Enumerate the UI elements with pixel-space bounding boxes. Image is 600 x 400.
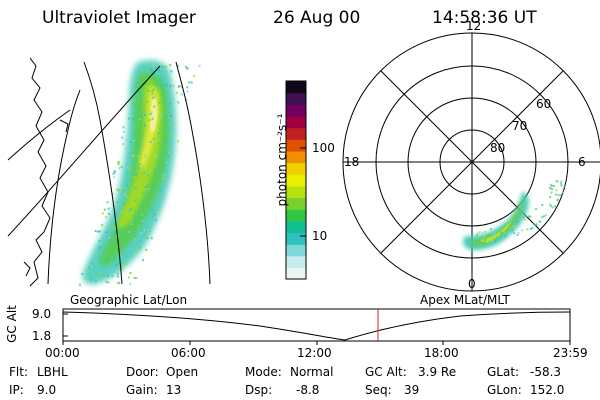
flt-label: Flt: (9, 365, 28, 379)
gain-label: Gain: (126, 383, 158, 397)
gc-alt-label: GC Alt: (365, 365, 407, 379)
mlt-label-12: 12 (466, 19, 482, 33)
glon-label: GLon: (487, 383, 522, 397)
dsp-label: Dsp: (245, 383, 273, 397)
meridian-line (175, 61, 211, 285)
seq-value: 39 (404, 383, 420, 397)
coastline (29, 57, 51, 287)
aurora-emission-polar (463, 180, 566, 251)
meridian-line (47, 89, 81, 285)
seq-label: Seq: (365, 383, 392, 397)
colorbar-cell (286, 115, 306, 129)
lat-label-70: 70 (512, 119, 528, 133)
colorbar-cell (286, 244, 306, 257)
dsp-value: -8.8 (296, 383, 320, 397)
polar-plot (342, 32, 600, 292)
colorbar-cell (286, 139, 306, 152)
colorbar-cell (286, 104, 306, 117)
aurora-emission-geographic (78, 60, 201, 286)
colorbar-cell (286, 267, 306, 280)
glat-label: GLat: (487, 365, 520, 379)
colorbar-cell (286, 255, 306, 268)
altitude-ylabel: GC Alt (5, 305, 19, 343)
colorbar (285, 80, 307, 280)
glat-value: -58.3 (530, 365, 562, 379)
mlt-label-0: 0 (468, 277, 476, 291)
colorbar-unit-label: photon cm⁻²s⁻¹ (275, 113, 289, 207)
mlt-label-6: 6 (578, 155, 586, 169)
colorbar-tick-label: 100 (312, 141, 335, 155)
colorbar-cell (286, 209, 306, 222)
instrument-title: Ultraviolet Imager (42, 8, 196, 28)
mode-label: Mode: (245, 365, 282, 379)
colorbar-cell (286, 81, 306, 94)
altitude-ytick: 1.8 (32, 329, 52, 343)
colorbar-cell (286, 220, 306, 234)
flt-value: LBHL (37, 365, 68, 379)
geographic-panel-label: Geographic Lat/Lon (70, 293, 188, 307)
colorbar-cell (286, 162, 306, 175)
altitude-xtick: 06:00 (171, 346, 206, 360)
altitude-xtick: 00:00 (45, 346, 80, 360)
ip-label: IP: (9, 383, 24, 397)
mode-value: Normal (290, 365, 334, 379)
gain-value: 13 (166, 383, 182, 397)
altitude-ytick: 9.0 (32, 307, 52, 321)
mlt-label-18: 18 (344, 155, 360, 169)
colorbar-cell (286, 197, 306, 210)
meridian-line (7, 109, 71, 161)
door-value: Open (166, 365, 199, 379)
colorbar-cell (286, 150, 306, 164)
glon-value: 152.0 (530, 383, 565, 397)
parallel-line (7, 65, 161, 237)
colorbar-cell (286, 92, 306, 105)
meridian-line (83, 61, 123, 285)
lat-label-80: 80 (490, 141, 506, 155)
ip-value: 9.0 (37, 383, 57, 397)
lat-label-60: 60 (536, 97, 552, 111)
altitude-curve (62, 311, 571, 341)
altitude-xtick: 12:00 (297, 346, 332, 360)
altitude-xtick: 18:00 (424, 346, 459, 360)
gc-alt-value: 3.9 Re (418, 365, 457, 379)
mlt-line-diagonal (380, 70, 564, 254)
colorbar-cell (286, 174, 306, 187)
geographic-image-panel (7, 57, 211, 287)
colorbar-cell (286, 232, 306, 245)
colorbar-tick-label: 10 (312, 229, 328, 243)
door-label: Door: (126, 365, 159, 379)
polar-panel-label: Apex MLat/MLT (420, 293, 510, 307)
colorbar-cell (286, 127, 306, 140)
altitude-xtick: 23:59 (553, 346, 588, 360)
date-label: 26 Aug 00 (273, 8, 361, 28)
time-label: 14:58:36 UT (432, 8, 537, 28)
colorbar-cell (286, 185, 306, 199)
altitude-plot (62, 308, 571, 345)
